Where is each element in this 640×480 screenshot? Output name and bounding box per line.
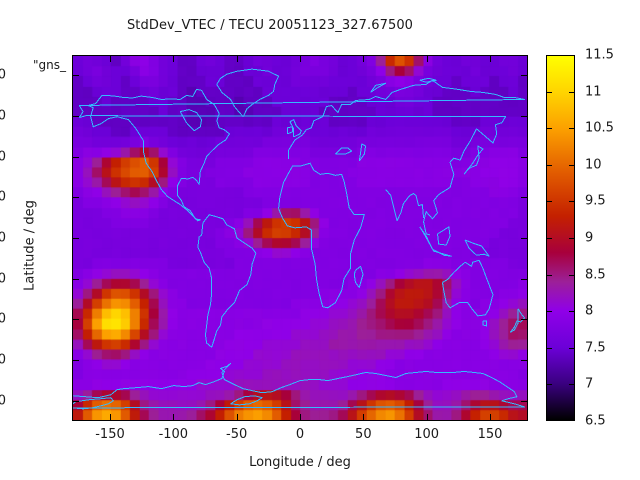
x-axis-tick-mark-top xyxy=(300,55,301,62)
y-axis-tick-mark-right xyxy=(521,116,528,117)
x-axis-tick-mark-top xyxy=(363,55,364,62)
x-axis-tick-mark xyxy=(363,414,364,421)
colorbar-tick-mark-right xyxy=(569,311,575,312)
x-axis-tick-mark xyxy=(173,414,174,421)
x-axis-tick-mark-top xyxy=(173,55,174,62)
colorbar-tick-mark-right xyxy=(569,275,575,276)
y-axis-tick-mark-right xyxy=(521,75,528,76)
y-axis-tick-label: -80 xyxy=(0,393,6,409)
y-axis-tick-mark-right xyxy=(521,238,528,239)
y-axis-tick-label: 60 xyxy=(0,108,6,124)
x-axis-tick-mark-top xyxy=(237,55,238,62)
colorbar-tick-mark-left xyxy=(546,238,552,239)
x-axis-tick-mark xyxy=(490,414,491,421)
colorbar-tick-label: 8 xyxy=(585,303,594,319)
colorbar-tick-label: 10 xyxy=(585,157,602,173)
colorbar-tick-label: 8.5 xyxy=(585,267,606,283)
x-axis-tick-label: 0 xyxy=(295,427,305,442)
x-axis-title: Longitude / deg xyxy=(249,455,351,470)
y-axis-tick-label: 0 xyxy=(0,230,6,246)
colorbar-tick-mark-left xyxy=(546,128,552,129)
colorbar-tick-mark-right xyxy=(569,128,575,129)
colorbar-tick-mark-left xyxy=(546,165,552,166)
y-axis-tick-mark-right xyxy=(521,279,528,280)
colorbar-tick-mark-right xyxy=(569,384,575,385)
y-axis-tick-mark xyxy=(72,238,79,239)
x-axis-tick-mark xyxy=(427,414,428,421)
colorbar-tick-label: 9 xyxy=(585,230,594,246)
colorbar-tick-mark-right xyxy=(569,165,575,166)
x-axis-tick-mark-top xyxy=(490,55,491,62)
x-axis-tick-label: 50 xyxy=(355,427,372,442)
y-axis-tick-mark xyxy=(72,157,79,158)
colorbar-tick-mark-right xyxy=(569,92,575,93)
y-axis-tick-mark xyxy=(72,319,79,320)
y-axis-tick-label: 80 xyxy=(0,67,6,83)
y-axis-tick-mark xyxy=(72,401,79,402)
colorbar-tick-mark-left xyxy=(546,311,552,312)
y-axis-tick-mark xyxy=(72,279,79,280)
colorbar-tick-label: 6.5 xyxy=(585,413,606,429)
x-axis-tick-mark xyxy=(237,414,238,421)
y-axis-title: Latitude / deg xyxy=(22,200,38,291)
page-title: StdDev_VTEC / TECU 20051123_327.67500 xyxy=(126,18,414,33)
y-axis-tick-mark-right xyxy=(521,401,528,402)
y-axis-tick-mark-right xyxy=(521,319,528,320)
heatmap-plot-area xyxy=(72,55,528,421)
colorbar-tick-mark-right xyxy=(569,348,575,349)
y-axis-tick-mark-right xyxy=(521,197,528,198)
colorbar-tick-label: 10.5 xyxy=(585,120,614,136)
y-axis-tick-mark-right xyxy=(521,157,528,158)
y-axis-tick-mark xyxy=(72,197,79,198)
y-axis-tick-label: -60 xyxy=(0,352,6,368)
y-axis-tick-label: 40 xyxy=(0,149,6,165)
colorbar-tick-mark-right xyxy=(569,238,575,239)
colorbar-tick-label: 7.5 xyxy=(585,340,606,356)
y-axis-tick-mark xyxy=(72,360,79,361)
y-axis-tick-mark-right xyxy=(521,360,528,361)
colorbar-tick-mark-left xyxy=(546,384,552,385)
x-axis-tick-label: 150 xyxy=(477,427,503,442)
gnuplot-label-artifact: "gns_ xyxy=(33,58,66,72)
y-axis-tick-label: -40 xyxy=(0,311,6,327)
colorbar-tick-mark-left xyxy=(546,92,552,93)
colorbar-tick-mark-left xyxy=(546,201,552,202)
y-axis-tick-mark xyxy=(72,116,79,117)
x-axis-tick-mark-top xyxy=(427,55,428,62)
x-axis-tick-label: -100 xyxy=(158,427,189,442)
x-axis-tick-mark xyxy=(300,414,301,421)
colorbar-tick-label: 7 xyxy=(585,376,594,392)
colorbar-tick-mark-right xyxy=(569,201,575,202)
x-axis-tick-mark xyxy=(110,414,111,421)
x-axis-tick-mark-top xyxy=(110,55,111,62)
x-axis-tick-label: -150 xyxy=(95,427,125,442)
x-axis-tick-label: 100 xyxy=(414,427,440,442)
colorbar-tick-mark-left xyxy=(546,275,552,276)
colorbar-tick-label: 9.5 xyxy=(585,193,606,209)
y-axis-tick-label: 20 xyxy=(0,189,6,205)
colorbar-tick-label: 11 xyxy=(585,84,602,100)
y-axis-tick-label: -20 xyxy=(0,271,6,287)
x-axis-tick-label: -50 xyxy=(226,427,248,442)
colorbar-tick-label: 11.5 xyxy=(585,47,614,63)
heatmap-canvas xyxy=(73,56,527,420)
colorbar-tick-mark-left xyxy=(546,348,552,349)
y-axis-tick-mark xyxy=(72,75,79,76)
